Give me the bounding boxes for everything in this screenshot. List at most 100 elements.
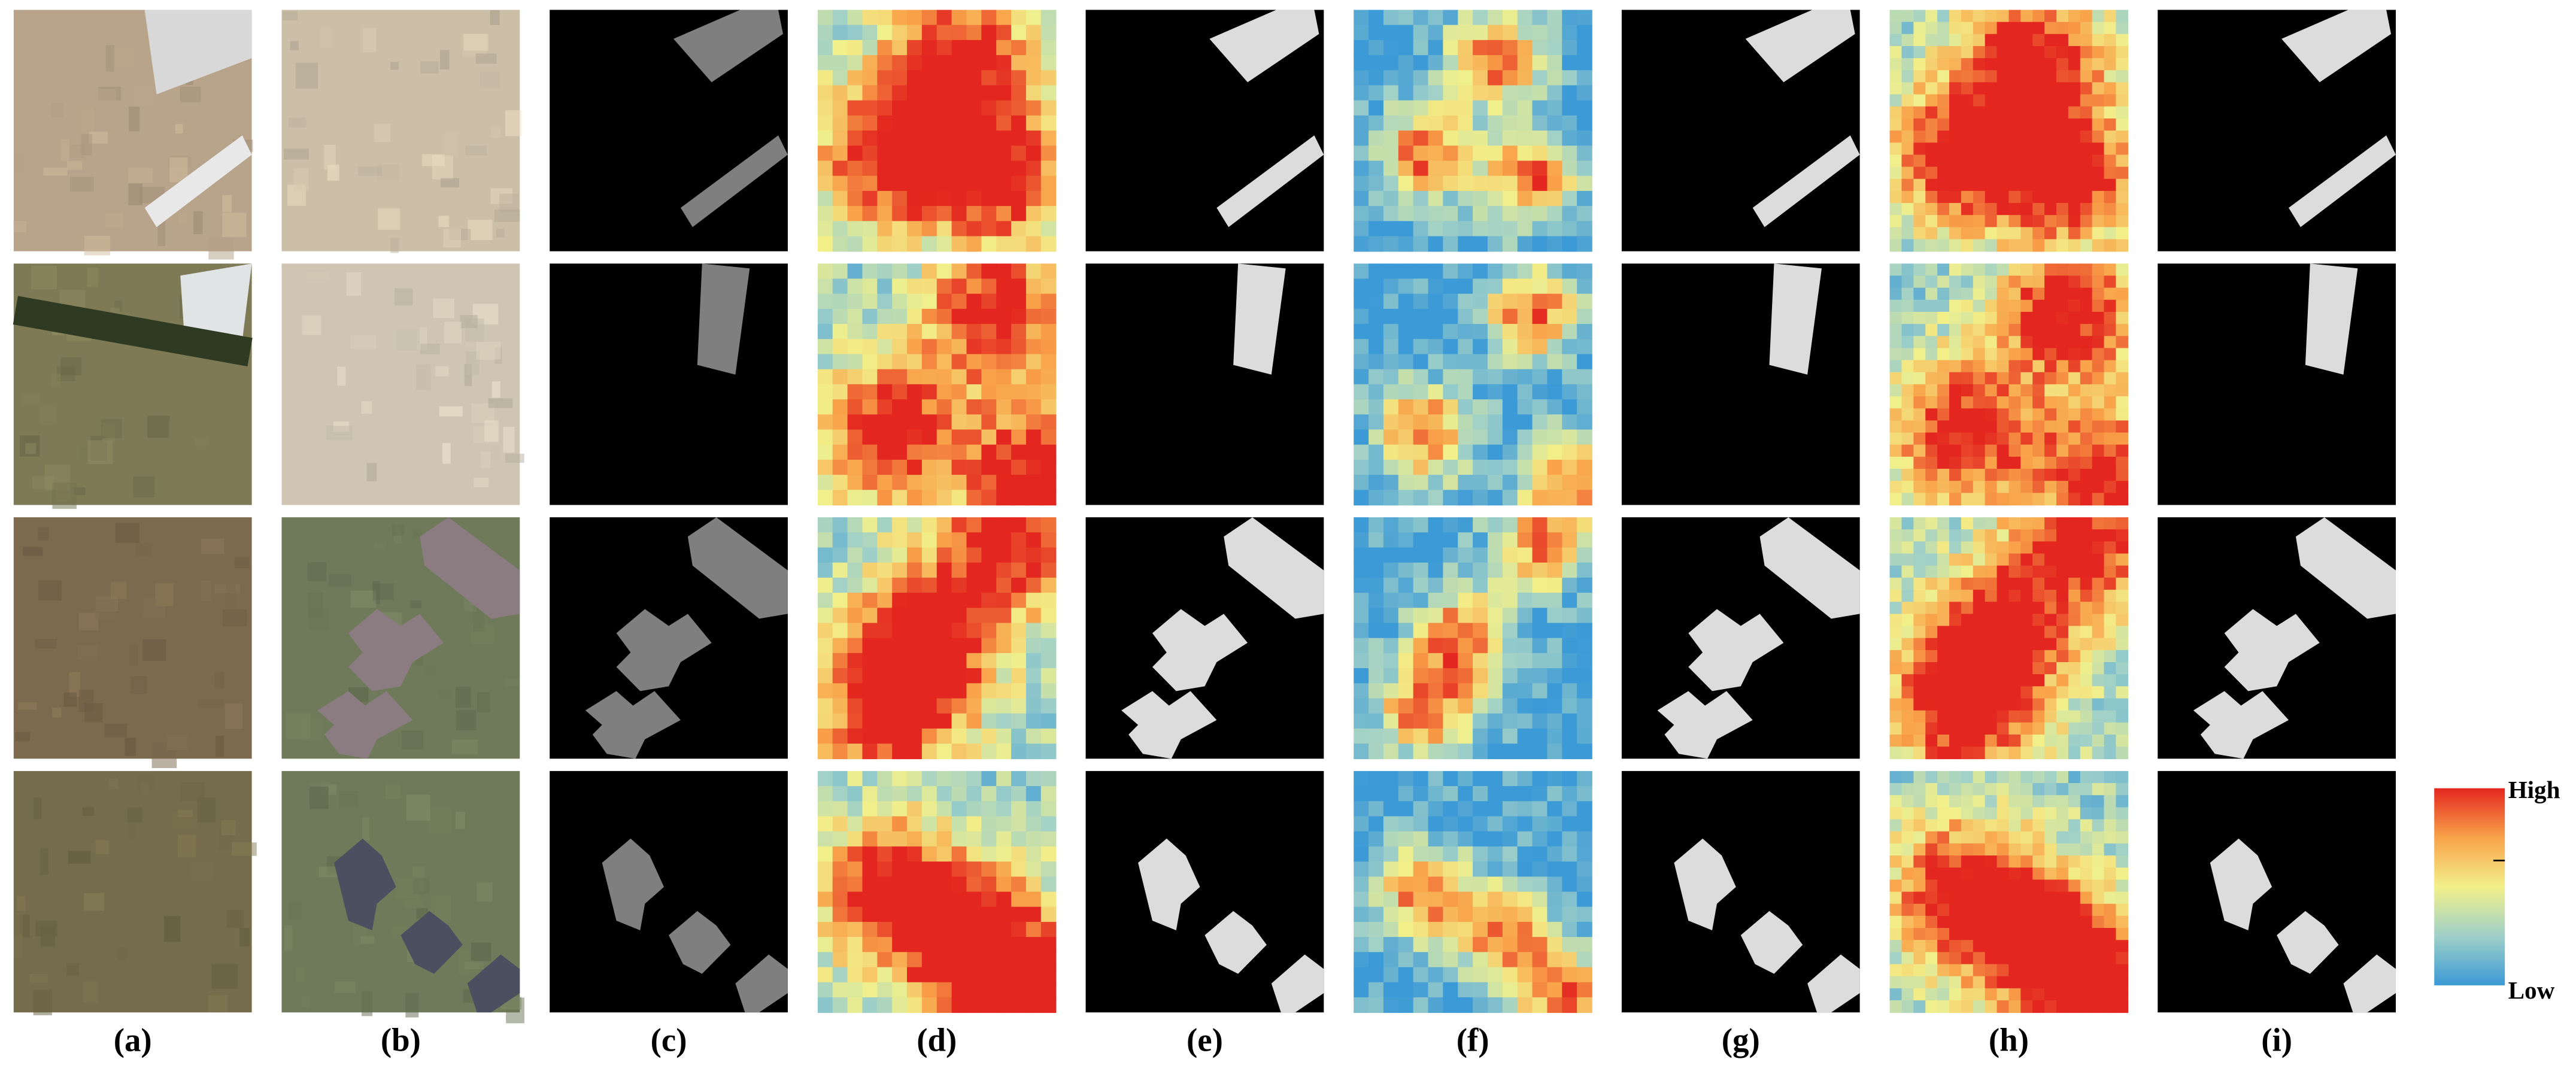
heatmap-cell [2032,614,2045,627]
heatmap-cell [2020,493,2034,506]
heatmap-cell [2044,891,2057,905]
heatmap-cell [2104,106,2117,119]
heatmap-cell [951,668,967,684]
heatmap-cell [1502,399,1518,415]
heatmap-cell [1997,698,2010,711]
heatmap-cell [2068,807,2081,820]
heatmap-cell [1949,722,1962,735]
heatmap-cell [1502,70,1518,86]
aerial-texture [491,126,501,138]
heatmap-cell [2116,227,2129,240]
heatmap-cell [1961,22,1974,35]
panel [13,10,253,260]
heatmap-cell [2092,686,2105,699]
heatmap-cell [996,517,1012,533]
aerial-texture [211,964,238,989]
heatmap-cell [877,952,893,968]
heatmap-cell [1547,577,1563,593]
heatmap-cell [1517,324,1533,340]
heatmap-cell [1458,861,1473,878]
heatmap-cell [1369,369,1384,385]
heatmap-cell [1547,786,1563,802]
heatmap-cell [1413,517,1429,533]
heatmap-cell [1577,85,1592,101]
heatmap-cell [1562,308,1577,324]
heatmap-cell [2020,432,2034,445]
aerial-texture [361,401,372,414]
heatmap-cell [847,10,863,26]
heatmap-cell [936,263,952,280]
heatmap-cell [1369,475,1384,491]
heatmap-cell [1040,85,1057,101]
heatmap-cell [996,816,1012,832]
heatmap-cell [2020,698,2034,711]
heatmap-cell [1961,831,1974,844]
heatmap-cell [1443,459,1459,475]
heatmap-cell [2068,770,2081,784]
building-mask [1759,517,1860,619]
heatmap-cell [2008,178,2022,192]
heatmap-cell [1937,348,1950,361]
heatmap-cell [1985,976,1998,989]
heatmap-cell [2092,154,2105,168]
heatmap-cell [1901,372,1914,385]
heatmap-cell [1985,638,1998,651]
heatmap-cell [1913,698,1926,711]
heatmap-cell [847,547,863,563]
heatmap-cell [1025,384,1042,400]
heatmap-cell [2092,734,2105,747]
heatmap-cell [1997,154,2010,168]
heatmap-cell [1985,529,1998,542]
heatmap-cell [996,115,1012,131]
heatmap-cell [1577,308,1592,324]
heatmap-cell [2068,988,2081,1001]
heatmap-cell [2080,239,2093,252]
heatmap-cell [2044,1000,2057,1013]
heatmap-cell [1973,275,1986,289]
heatmap-cell [2032,626,2045,639]
heatmap-cell [1383,698,1399,714]
heatmap-cell [1913,493,1926,506]
heatmap-cell [1985,541,1998,554]
heatmap-cell [1428,206,1444,222]
aerial-texture [68,851,91,864]
heatmap-cell [1901,45,1914,59]
heatmap-cell [2032,384,2045,397]
heatmap-cell [1487,967,1503,983]
heatmap-cell [2056,590,2069,603]
heatmap-cell [1398,115,1414,131]
heatmap-cell [1354,937,1369,953]
heatmap-cell [2056,686,2069,699]
heatmap-cell [2056,807,2069,820]
heatmap-cell [1040,786,1057,802]
heatmap-cell [1925,324,1938,337]
heatmap-cell [1517,861,1533,878]
heatmap-cell [1562,577,1577,593]
heatmap-cell [2092,420,2105,433]
aerial-texture [83,981,98,1003]
building-mask [2277,911,2339,974]
heatmap-cell [921,324,937,340]
heatmap-cell [981,997,997,1013]
heatmap-cell [1473,278,1488,295]
aerial-texture [488,398,513,408]
heatmap-cell [2116,662,2129,675]
heatmap-cell [1973,396,1986,409]
heatmap-cell [892,55,908,71]
heatmap-cell [1949,686,1962,699]
heatmap-cell [2080,795,2093,808]
aerial-texture [433,830,449,853]
heatmap-cell [2008,590,2022,603]
heatmap-cell [1011,861,1027,878]
heatmap-cell [1502,100,1518,116]
heatmap-cell [1997,626,2010,639]
heatmap-cell [2032,34,2045,47]
aerial-image [13,517,252,759]
heatmap-cell [1889,82,1903,95]
heatmap-cell [907,40,923,56]
heatmap-cell [1997,190,2010,204]
heatmap-cell [1562,278,1577,295]
heatmap-cell [966,354,982,370]
heatmap-cell [1973,964,1986,977]
heatmap-cell [1369,967,1384,983]
